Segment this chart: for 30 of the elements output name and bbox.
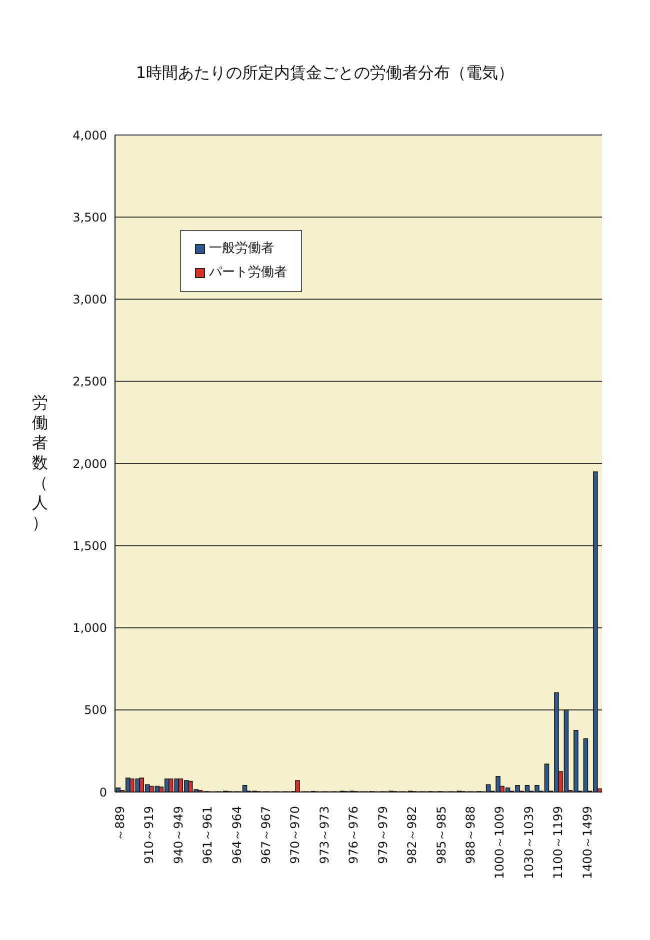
y-axis-title: 労働者数（人） [31,393,49,533]
x-tick-label: 1000～1009 [492,806,507,880]
legend-label: 一般労働者 [209,240,274,258]
y-tick-label: 3,000 [72,292,107,307]
y-tick-label: 0 [99,785,107,800]
chart-title: 1時間あたりの所定内賃金ごとの労働者分布（電気） [134,63,516,84]
x-tick-label: 964～964 [230,806,244,864]
x-tick-label: 982～982 [405,806,420,864]
y-tick-label: 3,500 [72,210,107,224]
x-tick-label: 970～970 [288,806,302,864]
y-tick-label: 1,500 [72,538,107,553]
y-tick-label: 2,000 [72,456,107,471]
x-tick-label: 976～976 [346,806,361,864]
x-tick-label: 940～949 [171,806,186,864]
x-tick-label: 979～979 [376,806,390,864]
x-tick-label: ～889 [112,806,127,841]
x-tick-label: 1030～1039 [522,806,536,880]
legend-label: パート労働者 [209,264,287,282]
y-tick-label: 4,000 [72,128,107,142]
x-tick-label: 967～967 [258,806,273,864]
x-tick-label: 985～985 [434,806,448,864]
x-tick-label: 1100～1199 [551,806,566,880]
x-tick-label: 961～961 [200,806,215,864]
y-tick-label: 2,500 [72,374,107,389]
x-tick-label: 973～973 [317,806,332,864]
y-tick-label: 1,000 [72,621,107,636]
x-tick-label: 910～919 [142,806,156,864]
y-tick-label: 500 [84,703,107,718]
x-tick-label: 1400～1499 [580,806,594,880]
x-tick-label: 988～988 [464,806,478,864]
